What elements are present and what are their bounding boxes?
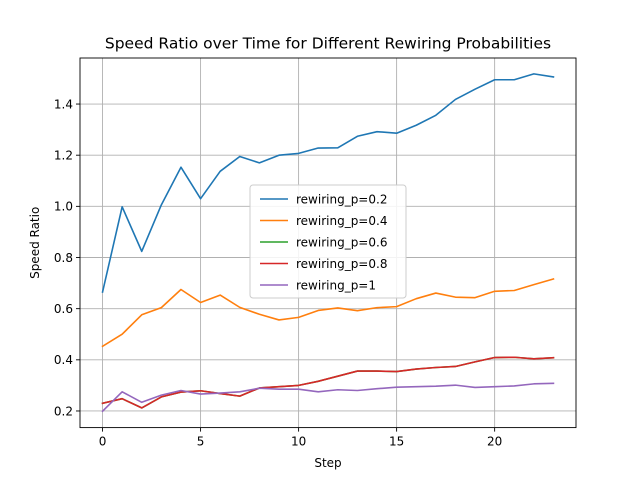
series-line-3: [101, 356, 555, 409]
series-line-4: [101, 382, 555, 413]
x-tick-label: 10: [291, 435, 306, 449]
legend-label-1: rewiring_p=0.4: [296, 214, 387, 228]
legend-frame: [249, 184, 407, 299]
series-line-2: [101, 356, 555, 409]
chart-title: Speed Ratio over Time for Different Rewi…: [105, 35, 551, 53]
y-axis-ticks: 0.2 0.4 0.6 0.8 1.0 1.2 1.4: [54, 97, 80, 418]
y-axis-label: Speed Ratio: [28, 207, 42, 279]
x-tick-label: 0: [99, 435, 107, 449]
y-tick-label: 0.6: [54, 302, 73, 316]
y-tick-label: 0.4: [54, 353, 73, 367]
series-line-0: [101, 73, 555, 293]
y-tick-label: 0.8: [54, 251, 73, 265]
legend-label-2: rewiring_p=0.6: [296, 235, 387, 249]
y-tick-label: 1.2: [54, 148, 73, 162]
x-axis-ticks: 0 5 10 15 20: [99, 427, 502, 449]
legend: rewiring_p=0.2 rewiring_p=0.4 rewiring_p=0…: [249, 184, 407, 299]
x-tick-label: 15: [389, 435, 404, 449]
x-tick-label: 20: [487, 435, 502, 449]
series-lines: [101, 73, 555, 413]
x-axis-label: Step: [314, 456, 341, 470]
legend-label-3: rewiring_p=0.8: [296, 257, 387, 271]
series-line-1: [101, 278, 555, 348]
y-tick-label: 1.4: [54, 97, 73, 111]
y-tick-label: 1.0: [54, 200, 73, 214]
y-tick-label: 0.2: [54, 404, 73, 418]
legend-label-0: rewiring_p=0.2: [296, 192, 387, 206]
plot-area-frame: [79, 57, 577, 429]
x-tick-label: 5: [197, 435, 205, 449]
legend-label-4: rewiring_p=1: [296, 278, 376, 292]
